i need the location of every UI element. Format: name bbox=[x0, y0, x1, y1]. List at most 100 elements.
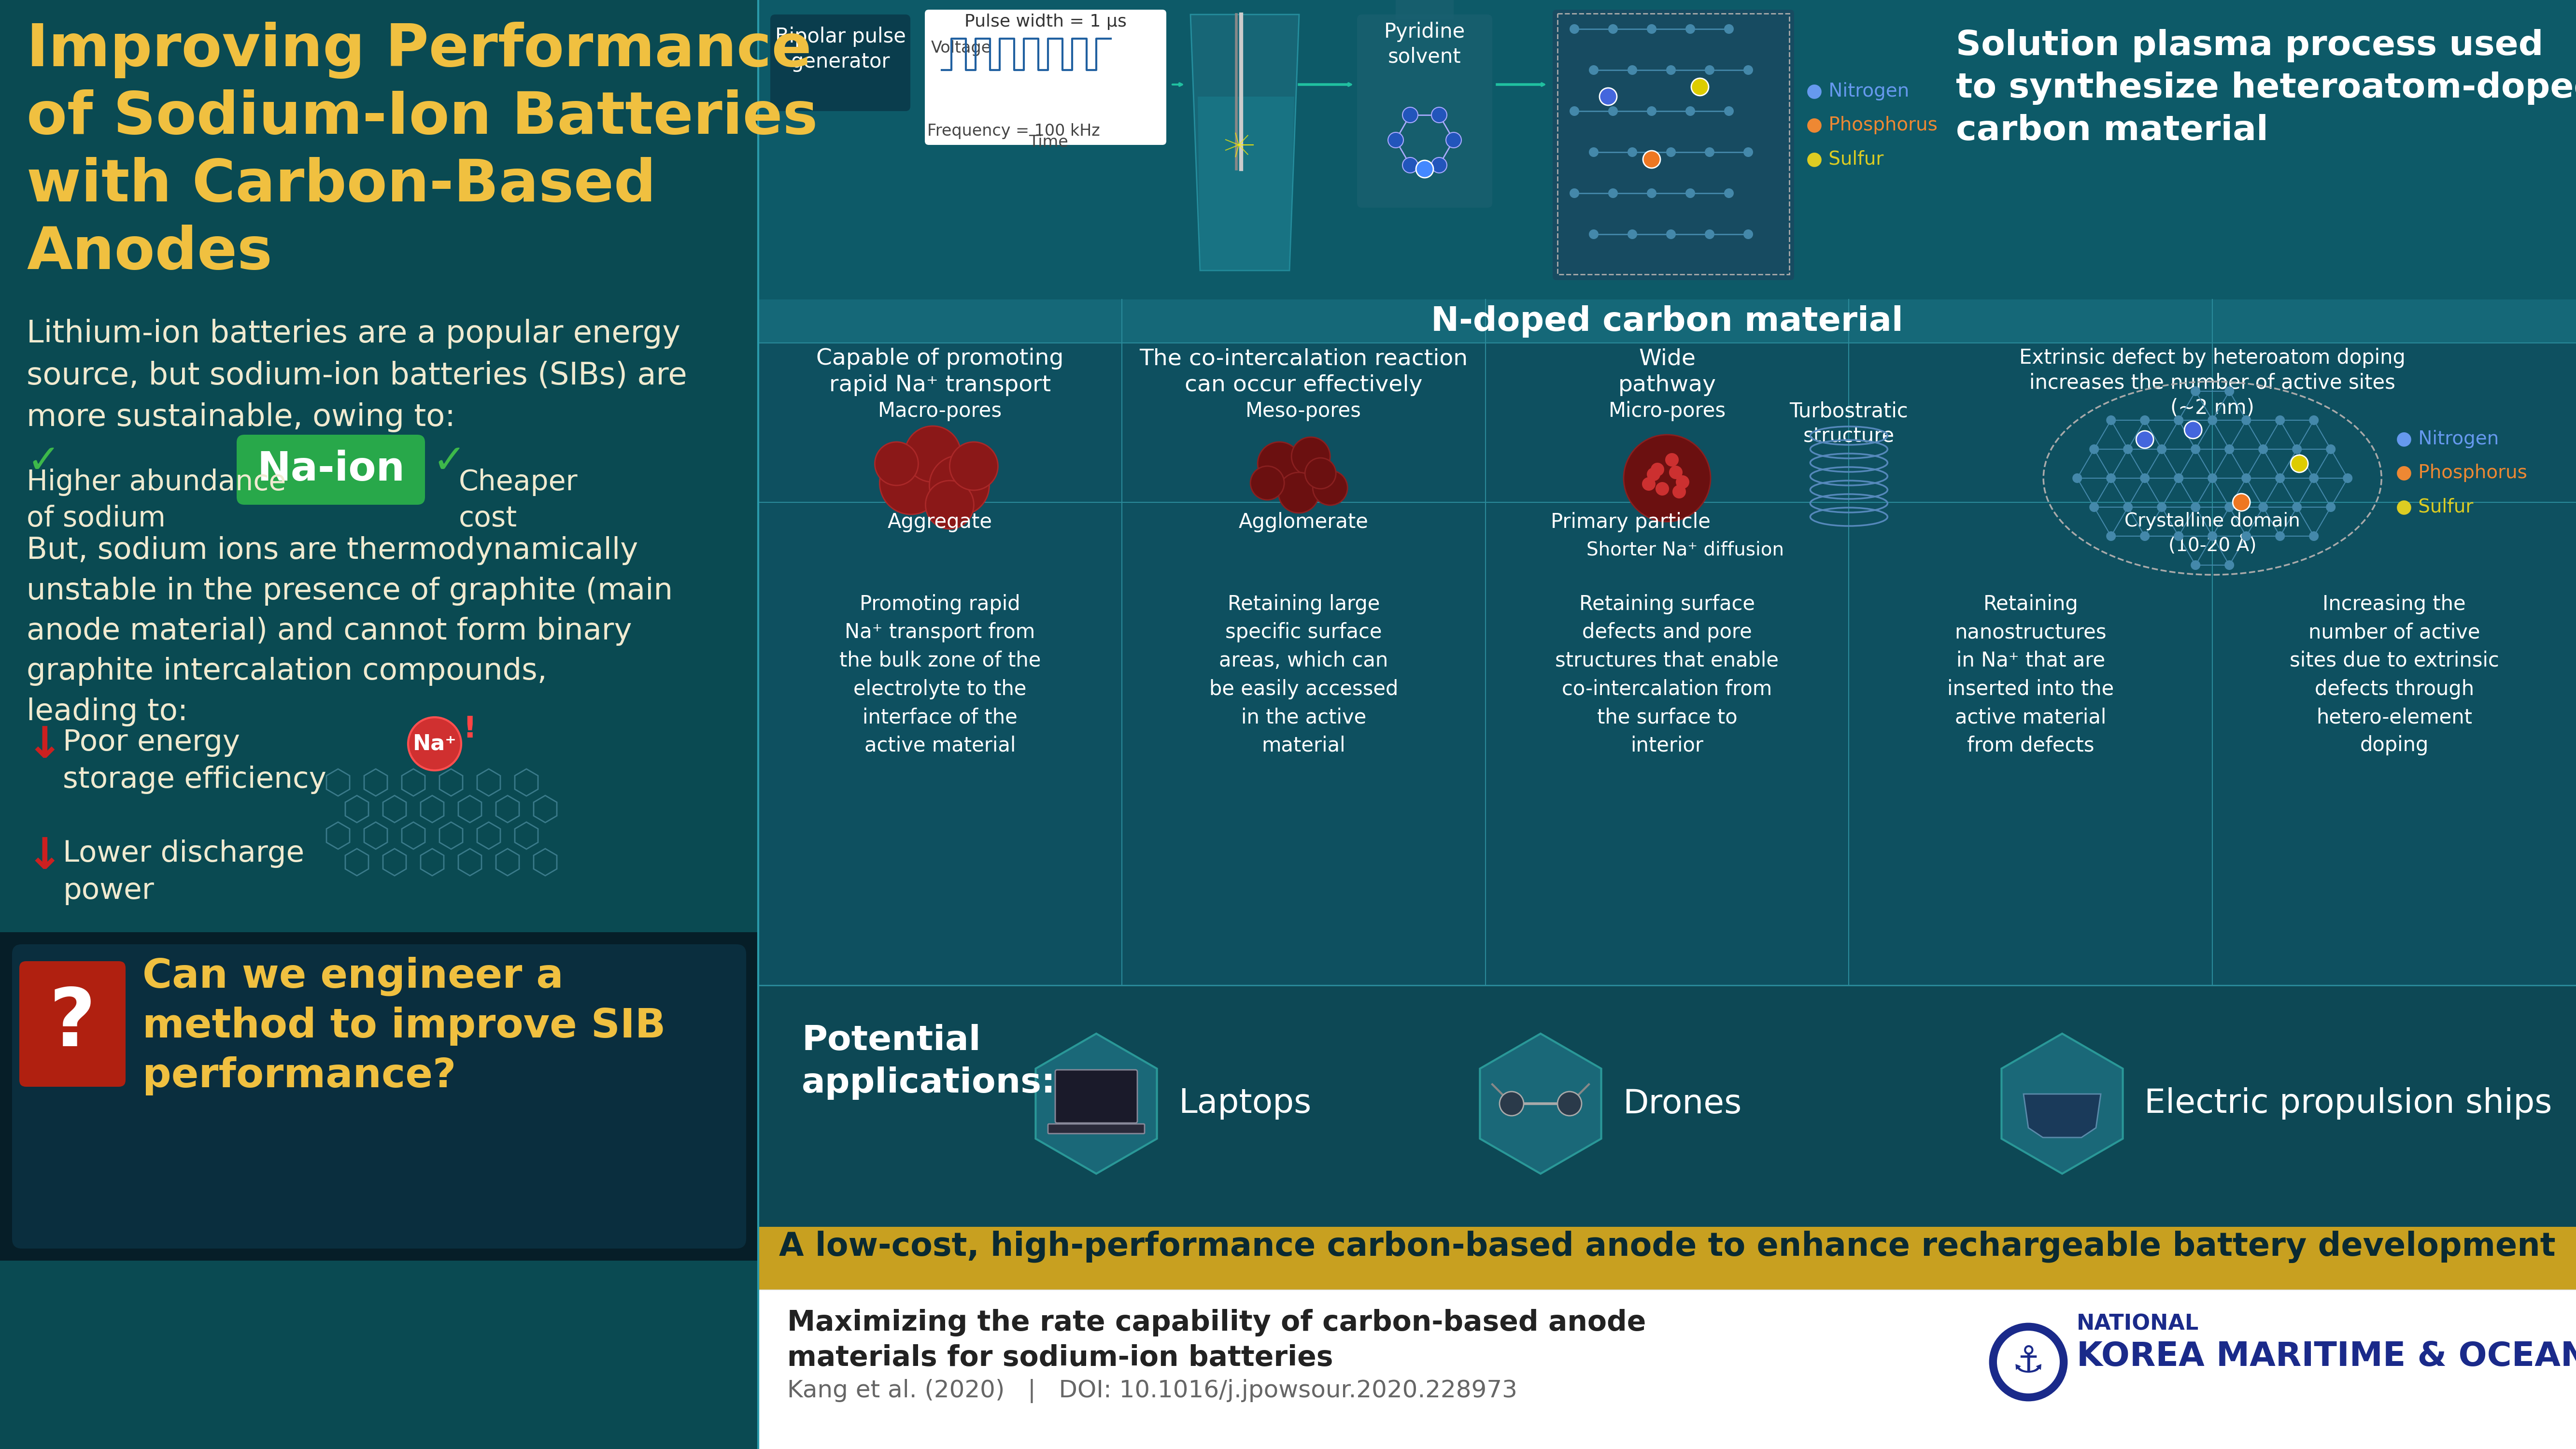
Circle shape bbox=[2190, 503, 2200, 511]
Circle shape bbox=[2089, 445, 2099, 454]
Circle shape bbox=[1623, 435, 1710, 522]
Text: with Carbon-Based: with Carbon-Based bbox=[26, 156, 657, 213]
Text: Pyridine
solvent: Pyridine solvent bbox=[1383, 22, 1466, 67]
Circle shape bbox=[1677, 475, 1690, 488]
Text: Macro-pores: Macro-pores bbox=[878, 401, 1002, 422]
Circle shape bbox=[2107, 532, 2115, 540]
Text: Higher abundance
of sodium: Higher abundance of sodium bbox=[26, 468, 286, 532]
Text: The co-intercalation reaction
can occur effectively: The co-intercalation reaction can occur … bbox=[1139, 348, 1468, 397]
Text: ● Sulfur: ● Sulfur bbox=[1806, 149, 1883, 168]
Circle shape bbox=[2071, 474, 2081, 483]
Circle shape bbox=[2184, 422, 2202, 439]
Circle shape bbox=[1432, 107, 1448, 123]
Text: NATIONAL: NATIONAL bbox=[2076, 1314, 2200, 1335]
Text: ✓: ✓ bbox=[433, 442, 466, 481]
Circle shape bbox=[2174, 416, 2184, 425]
Text: Lithium-ion batteries are a popular energy
source, but sodium-ion batteries (SIB: Lithium-ion batteries are a popular ener… bbox=[26, 319, 688, 432]
Bar bbox=[757, 1227, 2576, 1290]
Circle shape bbox=[1996, 1330, 2061, 1394]
Text: Solution plasma process used
to synthesize heteroatom-doped
carbon material: Solution plasma process used to synthesi… bbox=[1955, 29, 2576, 148]
Circle shape bbox=[2190, 445, 2200, 454]
Text: Shorter Na⁺ diffusion: Shorter Na⁺ diffusion bbox=[1587, 540, 1785, 559]
Circle shape bbox=[1646, 25, 1656, 33]
Circle shape bbox=[1744, 65, 1754, 75]
Circle shape bbox=[1641, 477, 1656, 491]
Circle shape bbox=[1705, 229, 1716, 239]
Circle shape bbox=[2208, 532, 2218, 540]
Text: Improving Performance: Improving Performance bbox=[26, 22, 811, 78]
Circle shape bbox=[1667, 229, 1677, 239]
Circle shape bbox=[1685, 188, 1695, 199]
Text: Na⁺: Na⁺ bbox=[412, 733, 456, 753]
Circle shape bbox=[2308, 532, 2318, 540]
Circle shape bbox=[1667, 148, 1677, 156]
Circle shape bbox=[1646, 468, 1662, 481]
Circle shape bbox=[1723, 106, 1734, 116]
Bar bbox=[1558, 13, 1790, 274]
Text: KOREA MARITIME & OCEAN UNIVERSITY: KOREA MARITIME & OCEAN UNIVERSITY bbox=[2076, 1340, 2576, 1372]
Circle shape bbox=[1692, 78, 1708, 96]
Circle shape bbox=[1291, 438, 1329, 475]
FancyBboxPatch shape bbox=[1056, 1069, 1139, 1123]
Circle shape bbox=[930, 455, 989, 516]
Text: Kang et al. (2020)   |   DOI: 10.1016/j.jpowsour.2020.228973: Kang et al. (2020) | DOI: 10.1016/j.jpow… bbox=[788, 1379, 1517, 1403]
Circle shape bbox=[1667, 65, 1677, 75]
Circle shape bbox=[2241, 416, 2251, 425]
Circle shape bbox=[1685, 25, 1695, 33]
Circle shape bbox=[1672, 485, 1685, 498]
Text: ⚓: ⚓ bbox=[2012, 1345, 2045, 1379]
Bar bbox=[0, 1261, 757, 1449]
Text: ● Phosphorus: ● Phosphorus bbox=[1806, 116, 1937, 135]
Text: Lower discharge
power: Lower discharge power bbox=[62, 839, 304, 906]
Circle shape bbox=[1628, 229, 1638, 239]
Text: Electric propulsion ships: Electric propulsion ships bbox=[2143, 1087, 2553, 1120]
Circle shape bbox=[2174, 474, 2184, 483]
Circle shape bbox=[2141, 416, 2148, 425]
Circle shape bbox=[2156, 503, 2166, 511]
Polygon shape bbox=[1190, 14, 1298, 271]
Text: Bipolar pulse
generator: Bipolar pulse generator bbox=[775, 26, 907, 72]
Circle shape bbox=[2226, 561, 2233, 569]
Bar bbox=[1396, 0, 1453, 19]
Circle shape bbox=[1685, 106, 1695, 116]
Circle shape bbox=[1306, 458, 1337, 488]
Circle shape bbox=[1646, 188, 1656, 199]
Polygon shape bbox=[2002, 1033, 2123, 1174]
Bar bbox=[0, 932, 757, 1261]
Text: Promoting rapid
Na⁺ transport from
the bulk zone of the
electrolyte to the
inter: Promoting rapid Na⁺ transport from the b… bbox=[840, 594, 1041, 756]
Circle shape bbox=[1664, 454, 1680, 467]
Circle shape bbox=[1723, 188, 1734, 199]
Bar bbox=[0, 0, 757, 1449]
Circle shape bbox=[1249, 467, 1285, 500]
Circle shape bbox=[1600, 88, 1618, 106]
FancyBboxPatch shape bbox=[1553, 10, 1793, 280]
Bar bbox=[757, 300, 2576, 343]
Circle shape bbox=[1607, 106, 1618, 116]
Text: Na-ion: Na-ion bbox=[258, 449, 404, 490]
Circle shape bbox=[1656, 483, 1669, 496]
Circle shape bbox=[1628, 65, 1638, 75]
Circle shape bbox=[2233, 494, 2249, 511]
Circle shape bbox=[1278, 472, 1319, 513]
Circle shape bbox=[1646, 106, 1656, 116]
Polygon shape bbox=[1036, 1033, 1157, 1174]
Circle shape bbox=[2226, 387, 2233, 396]
Circle shape bbox=[2141, 532, 2148, 540]
Text: N-doped carbon material: N-doped carbon material bbox=[1432, 306, 1904, 338]
Circle shape bbox=[904, 426, 961, 483]
Circle shape bbox=[2208, 474, 2218, 483]
Text: of Sodium-Ion Batteries: of Sodium-Ion Batteries bbox=[26, 90, 817, 146]
Text: Micro-pores: Micro-pores bbox=[1607, 401, 1726, 422]
Text: Crystalline domain
(10-20 Å): Crystalline domain (10-20 Å) bbox=[2125, 511, 2300, 555]
Circle shape bbox=[1499, 1091, 1522, 1116]
Bar bbox=[757, 300, 2576, 985]
Text: Agglomerate: Agglomerate bbox=[1239, 511, 1368, 532]
Text: Maximizing the rate capability of carbon-based anode
materials for sodium-ion ba: Maximizing the rate capability of carbon… bbox=[788, 1308, 1646, 1372]
Text: Frequency = 100 kHz: Frequency = 100 kHz bbox=[927, 123, 1100, 139]
Text: A low-cost, high-performance carbon-based anode to enhance rechargeable battery : A low-cost, high-performance carbon-base… bbox=[778, 1230, 2555, 1264]
Circle shape bbox=[951, 442, 997, 490]
Circle shape bbox=[407, 717, 461, 771]
Circle shape bbox=[1589, 65, 1600, 75]
Circle shape bbox=[2326, 503, 2336, 511]
Circle shape bbox=[1558, 1091, 1582, 1116]
